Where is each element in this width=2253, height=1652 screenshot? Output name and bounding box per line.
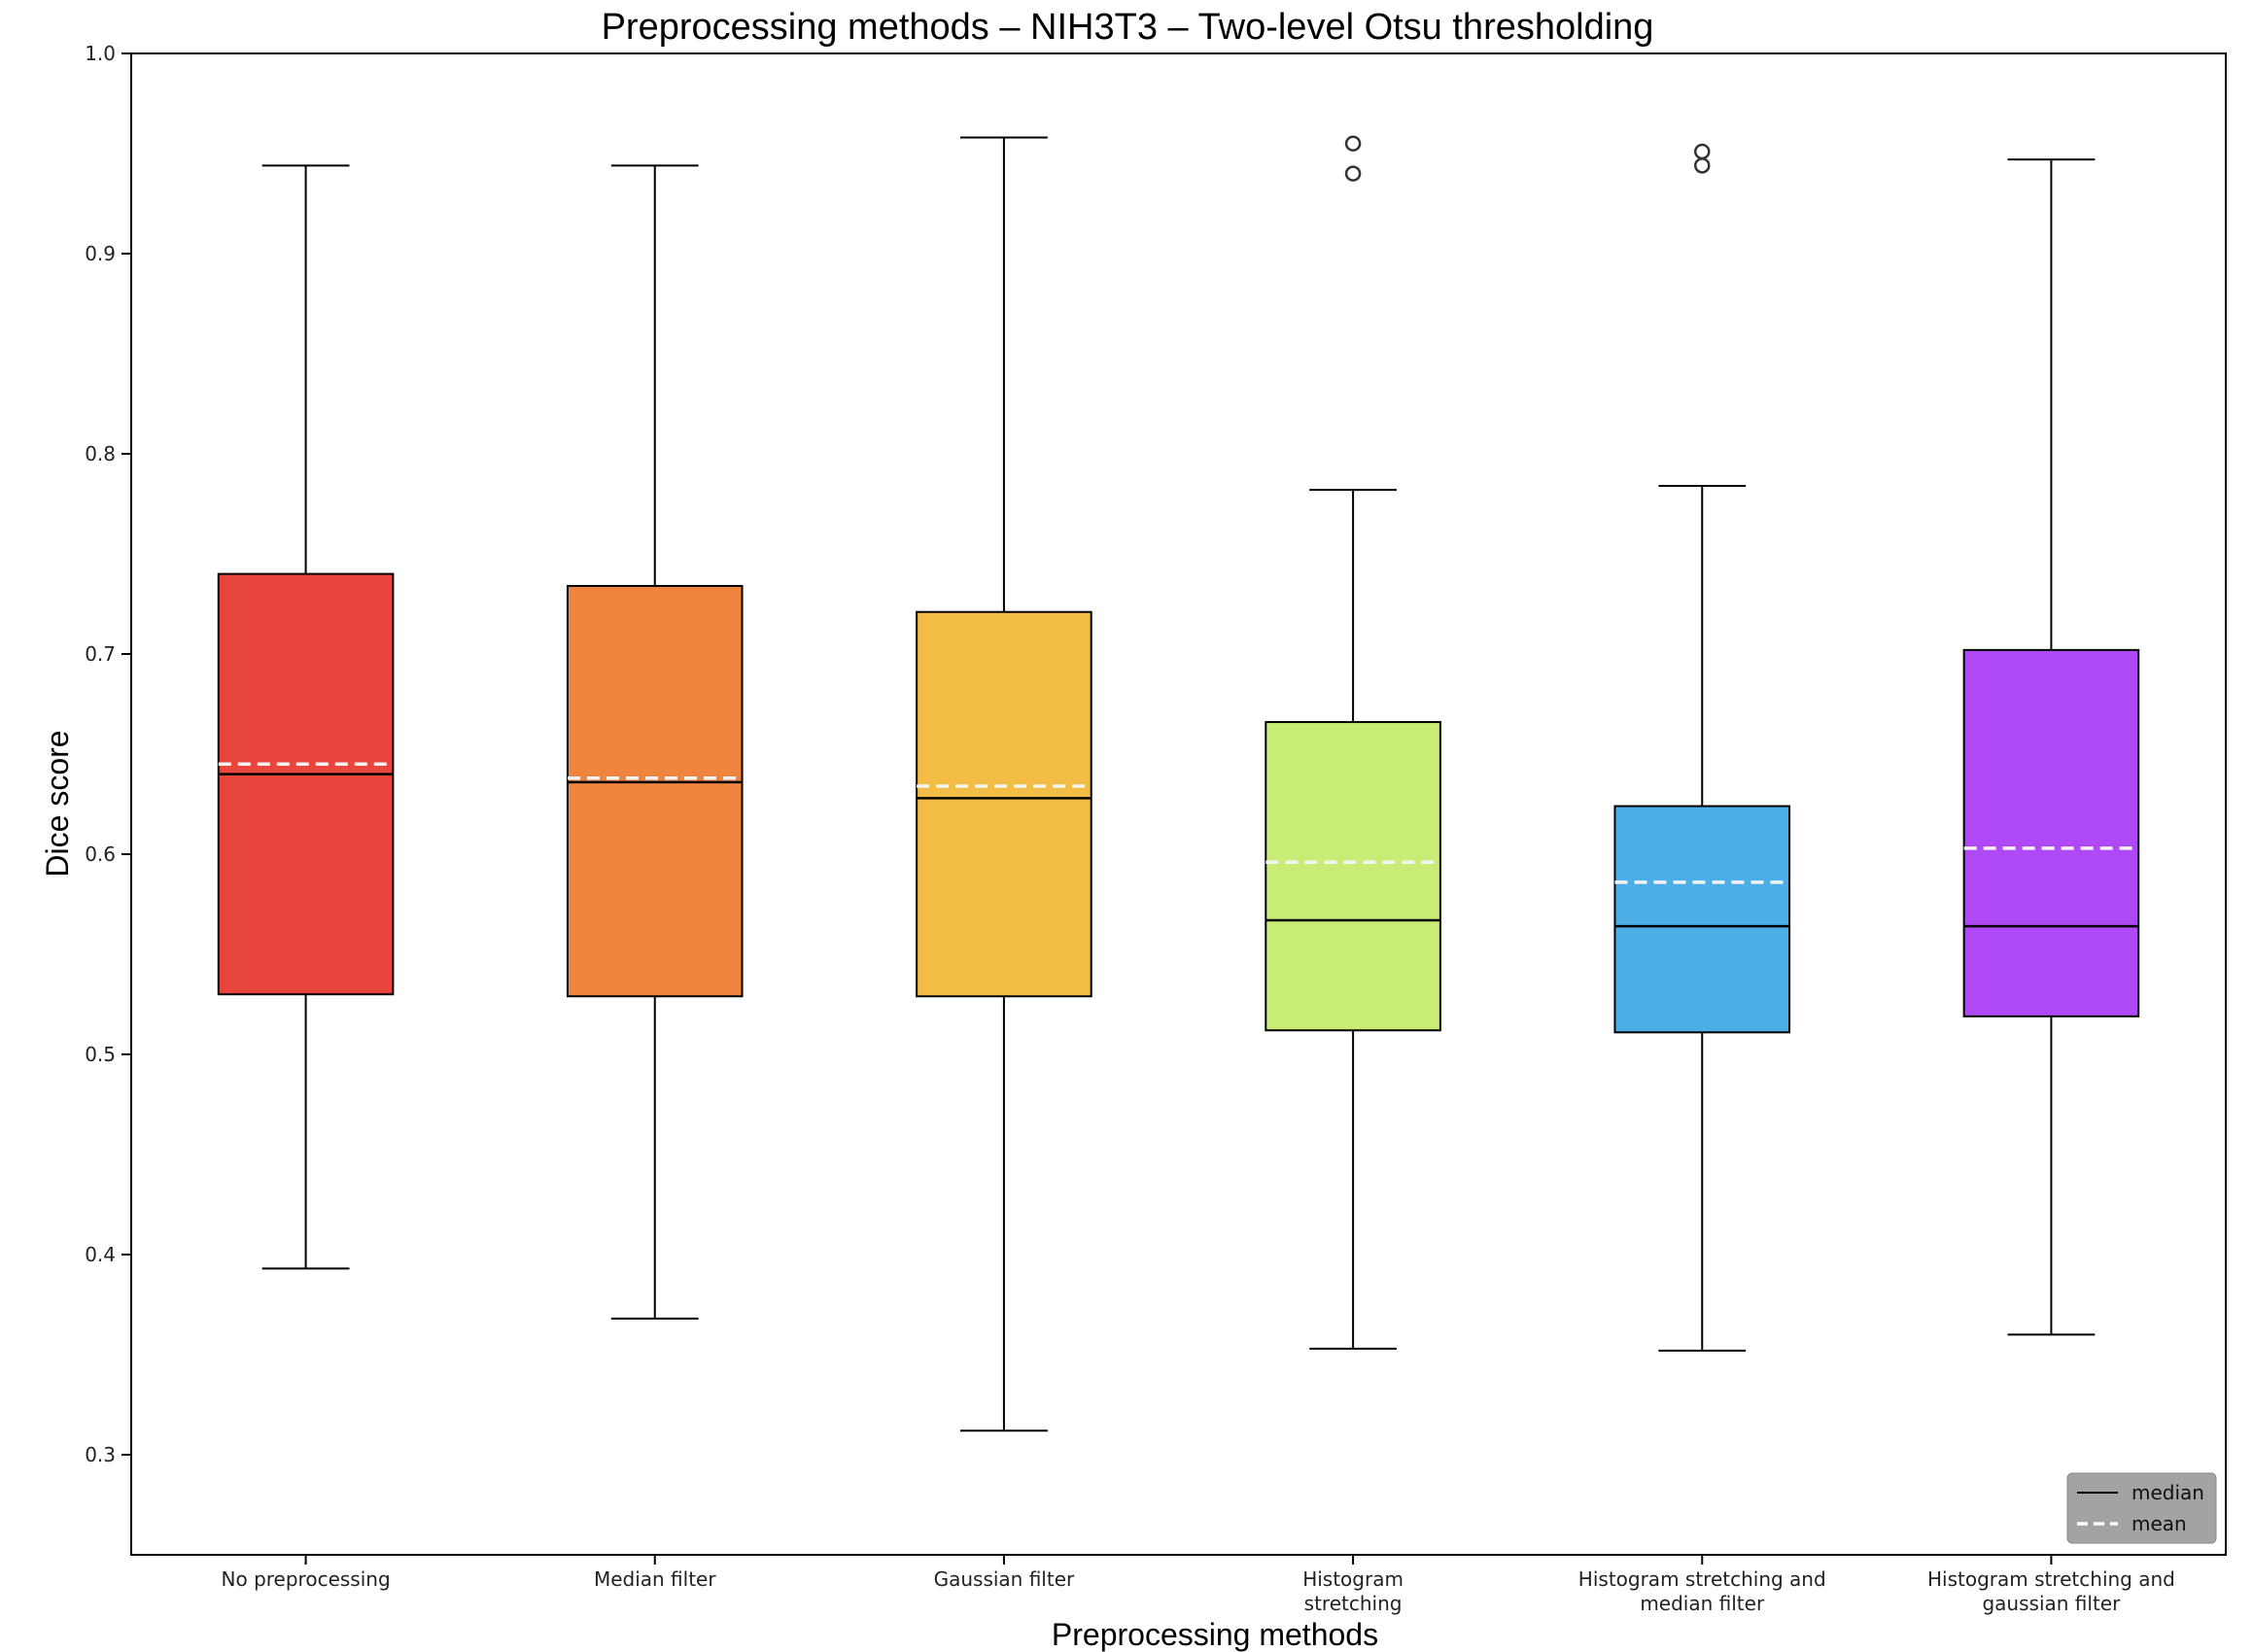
outlier-point (1344, 165, 1362, 182)
outlier-point (1694, 143, 1711, 160)
plot-area (217, 135, 2140, 1432)
legend-mean-label: mean (2132, 1512, 2187, 1535)
box-group (1613, 143, 1791, 1352)
box-group (566, 164, 744, 1320)
x-tick-label: Histogram stretching and (1927, 1567, 2175, 1591)
legend-median-label: median (2132, 1481, 2204, 1504)
x-axis: No preprocessing Median filter Gaussian fi… (222, 1555, 2175, 1615)
x-tick-label: Histogram stretching and (1578, 1567, 1826, 1591)
y-tick-label: 0.6 (85, 843, 116, 866)
box-group (1265, 135, 1441, 1350)
iqr-box (1613, 805, 1791, 1034)
y-tick-label: 0.3 (85, 1443, 116, 1466)
x-tick-label: Gaussian filter (934, 1567, 1075, 1591)
y-axis-label: Dice score (40, 730, 75, 877)
legend: median mean (2066, 1472, 2217, 1544)
x-tick-label: median filter (1640, 1592, 1765, 1615)
y-tick-label: 1.0 (85, 42, 116, 65)
x-axis-label: Preprocessing methods (1052, 1617, 1378, 1652)
chart-title: Preprocessing methods – NIH3T3 – Two-lev… (602, 7, 1654, 48)
plot-frame (130, 52, 2227, 1556)
box-group (217, 164, 395, 1270)
x-tick-label: No preprocessing (222, 1567, 391, 1591)
legend-box (2066, 1472, 2217, 1544)
iqr-box (566, 584, 744, 998)
y-tick-label: 0.7 (85, 642, 116, 666)
x-tick-label: stretching (1304, 1592, 1403, 1615)
iqr-box (1962, 648, 2140, 1017)
x-tick-label: Median filter (594, 1567, 716, 1591)
box-group (916, 136, 1092, 1432)
y-tick-label: 0.5 (85, 1043, 116, 1066)
iqr-box (916, 610, 1092, 998)
iqr-box (217, 572, 395, 996)
y-tick-label: 0.8 (85, 442, 116, 465)
iqr-box (1265, 721, 1441, 1032)
x-tick-label: gaussian filter (1982, 1592, 2121, 1615)
box-group (1962, 158, 2140, 1336)
y-tick-label: 0.9 (85, 242, 116, 265)
outlier-point (1344, 135, 1362, 152)
y-tick-label: 0.4 (85, 1243, 116, 1266)
y-axis: 0.3 0.4 0.5 0.6 0.7 0.8 0.9 1.0 (85, 42, 131, 1466)
x-tick-label: Histogram (1302, 1567, 1404, 1591)
outlier-point (1694, 157, 1711, 174)
